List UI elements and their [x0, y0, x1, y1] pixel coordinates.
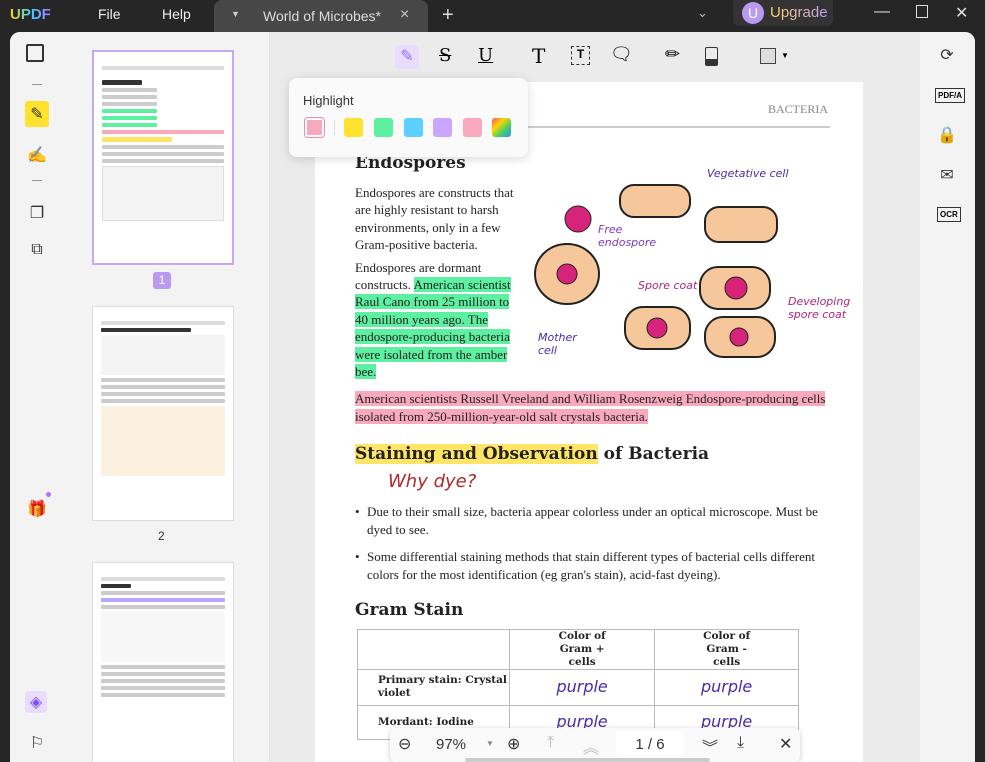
pink-highlight: American scientists Russell Vreeland and…: [355, 391, 826, 424]
updf-logo: UPDF: [10, 6, 51, 23]
thumbnail-page-3[interactable]: [92, 562, 234, 762]
right-toolbar: ⟳ PDF/A 🔒 ✉ OCR: [920, 32, 975, 762]
underline-icon[interactable]: U: [478, 45, 494, 66]
app-body: ✎ ✍ ❐ ⧉ 🎁 ◈ ⚐ 1 2 ✎ S U T T 🗨 ✏ ▼ BACTER…: [10, 32, 975, 762]
swatch-yellow[interactable]: [344, 118, 363, 137]
swatch-blue[interactable]: [404, 118, 423, 137]
label-vegetative-cell: Vegetative cell: [707, 167, 789, 180]
crop-icon[interactable]: ⧉: [31, 241, 43, 258]
header-rule: [355, 126, 830, 128]
edit-pdf-icon[interactable]: ✍: [27, 147, 47, 164]
minimize-button[interactable]: —: [874, 3, 890, 20]
strikethrough-icon[interactable]: S: [439, 45, 452, 66]
last-page-button[interactable]: ⤓: [737, 734, 745, 751]
swatch-pink[interactable]: [463, 118, 482, 137]
bookmark-icon[interactable]: ⚐: [29, 735, 45, 752]
page-number-1: 1: [153, 272, 171, 289]
document-tab[interactable]: ▼ World of Microbes* ×: [214, 0, 428, 32]
page-input[interactable]: 1 / 6: [616, 731, 684, 759]
text-icon[interactable]: T: [532, 44, 546, 68]
first-page-button[interactable]: ⤒: [547, 734, 555, 751]
layers-icon[interactable]: ◈: [25, 691, 47, 713]
zoom-navigation-bar: ⊖ 97% ▼ ⊕ ⤒ ︽ 1 / 6 ︾ ⤓ ✕: [390, 728, 800, 762]
highlight-icon[interactable]: ✎: [395, 45, 419, 69]
gram-stain-table: Color of Gram + cells Color of Gram - cel…: [357, 628, 799, 740]
bullet-2: • Some differential staining methods that…: [355, 549, 816, 582]
upgrade-button[interactable]: U Upgrade: [733, 0, 833, 26]
green-highlight: American scientist Raul Cano from 25 mil…: [355, 277, 511, 380]
next-page-button[interactable]: ︾: [702, 740, 719, 757]
zoom-dropdown-icon[interactable]: ▼: [486, 739, 494, 748]
swatch-custom-color[interactable]: [492, 118, 511, 137]
avatar: U: [742, 2, 764, 24]
zoom-out-button[interactable]: ⊖: [398, 736, 412, 753]
zoom-in-button[interactable]: ⊕: [507, 736, 521, 753]
menu-help[interactable]: Help: [162, 6, 191, 22]
zoom-level[interactable]: 97%: [436, 736, 467, 753]
new-tab-button[interactable]: +: [442, 4, 454, 26]
gift-icon[interactable]: 🎁: [27, 501, 47, 518]
notification-dot: [46, 492, 51, 497]
title-bar: UPDF File Help ▼ World of Microbes* × + …: [0, 0, 985, 32]
swatch-green[interactable]: [374, 118, 393, 137]
page-content: Endospores Endospores are constructs tha…: [355, 152, 830, 740]
organize-pages-icon[interactable]: ❐: [29, 205, 45, 222]
convert-icon[interactable]: ⟳: [940, 47, 954, 64]
close-zoombar-button[interactable]: ✕: [779, 736, 793, 753]
email-icon[interactable]: ✉: [940, 167, 954, 184]
previous-page-button[interactable]: ︽: [583, 740, 600, 757]
horizontal-scrollbar[interactable]: [465, 758, 710, 762]
thumbnail-panel: 1 2: [62, 32, 270, 762]
label-developing-spore-coat: Developing spore coat: [788, 295, 851, 321]
tab-close-icon[interactable]: ×: [400, 6, 410, 23]
tab-dropdown-icon[interactable]: ▼: [231, 9, 240, 19]
maximize-button[interactable]: [916, 5, 928, 18]
pdf-page: BACTERIA Vegetative cell Free endospore …: [315, 82, 863, 762]
swatch-purple[interactable]: [433, 118, 452, 137]
left-toolbar: ✎ ✍ ❐ ⧉ 🎁 ◈ ⚐: [10, 32, 62, 762]
highlight-color-popup: Highlight: [289, 78, 528, 157]
heading-endospores: Endospores: [355, 153, 466, 173]
eraser-icon[interactable]: [705, 47, 718, 66]
page-header: BACTERIA: [768, 102, 828, 116]
upgrade-label: Upgrade: [770, 4, 828, 21]
heading-staining: Staining and Observation of Bacteria: [355, 444, 710, 465]
divider: [32, 84, 42, 85]
paragraph-1: Endospores are constructs that are highl…: [355, 185, 514, 253]
textbox-icon[interactable]: T: [571, 46, 590, 65]
ocr-icon[interactable]: OCR: [937, 207, 961, 222]
comment-mode-icon[interactable]: ✎: [25, 101, 49, 127]
thumbnail-page-2[interactable]: [92, 306, 234, 521]
heading-gram-stain: Gram Stain: [355, 599, 464, 620]
menu-file[interactable]: File: [98, 6, 121, 22]
label-free-endospore: Free endospore: [598, 223, 657, 249]
popup-title: Highlight: [303, 93, 354, 108]
swatch-selected-pink[interactable]: [304, 117, 325, 138]
why-dye-annotation: Why dye?: [388, 471, 477, 493]
shape-icon[interactable]: [760, 48, 776, 64]
protect-icon[interactable]: 🔒: [937, 127, 957, 144]
thumbnail-page-1[interactable]: [92, 50, 234, 265]
reader-icon[interactable]: [26, 44, 44, 62]
tab-title: World of Microbes*: [263, 8, 382, 24]
shape-dropdown-icon[interactable]: ▼: [781, 51, 789, 60]
close-window-button[interactable]: ✕: [955, 5, 969, 22]
comment-icon[interactable]: 🗨: [610, 44, 633, 64]
paragraph-2: Endospores are dormant constructs. Ameri…: [355, 259, 511, 380]
page-number-2: 2: [158, 529, 165, 543]
label-mother-cell: Mother cell: [538, 331, 577, 357]
endospore-diagram: Vegetative cell Free endospore Spore coa…: [530, 167, 860, 382]
pencil-icon[interactable]: ✏: [665, 44, 681, 64]
paragraph-3: American scientists Russell Vreeland and…: [355, 390, 830, 425]
pdfa-icon[interactable]: PDF/A: [935, 88, 965, 103]
tabs-dropdown-icon[interactable]: ⌄: [697, 5, 708, 20]
label-spore-coat: Spore coat: [638, 279, 698, 292]
bullet-1: • Due to their small size, bacteria appea…: [355, 504, 818, 537]
divider: [32, 180, 42, 181]
